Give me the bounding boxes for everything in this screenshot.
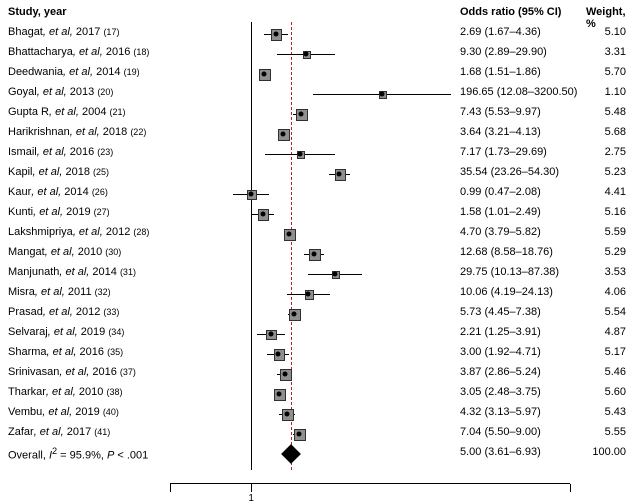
- weight-text: 5.17: [586, 346, 626, 358]
- study-row: Selvaraj, et al, 2019 (34) 2.21 (1.25–3.9…: [0, 324, 635, 344]
- odds-ratio-text: 2.21 (1.25–3.91): [460, 326, 541, 338]
- odds-ratio-text: 1.68 (1.51–1.86): [460, 66, 541, 78]
- odds-ratio-text: 9.30 (2.89–29.90): [460, 46, 547, 58]
- odds-ratio-text: 35.54 (23.26–54.30): [460, 166, 559, 178]
- study-label: Selvaraj, et al, 2019 (34): [8, 326, 124, 338]
- overall-or: 5.00 (3.61–6.93): [460, 446, 541, 458]
- forest-plot-page: Study, year Odds ratio (95% CI) Weight, …: [0, 0, 635, 504]
- odds-ratio-text: 0.99 (0.47–2.08): [460, 186, 541, 198]
- odds-ratio-text: 4.70 (3.79–5.82): [460, 226, 541, 238]
- col-or-header: Odds ratio (95% CI): [460, 6, 561, 18]
- study-label: Srinivasan, et al, 2016 (37): [8, 366, 136, 378]
- study-label: Deedwania, et al, 2014 (19): [8, 66, 140, 78]
- odds-ratio-text: 5.73 (4.45–7.38): [460, 306, 541, 318]
- odds-ratio-text: 12.68 (8.58–18.76): [460, 246, 553, 258]
- study-label: Harikrishnan, et al, 2018 (22): [8, 126, 146, 138]
- weight-text: 5.59: [586, 226, 626, 238]
- study-row: Prasad, et al, 2012 (33) 5.73 (4.45–7.38)…: [0, 304, 635, 324]
- study-row: Goyal, et al, 2013 (20) 196.65 (12.08–320…: [0, 84, 635, 104]
- weight-text: 3.53: [586, 266, 626, 278]
- odds-ratio-text: 4.32 (3.13–5.97): [460, 406, 541, 418]
- study-label: Mangat, et al, 2010 (30): [8, 246, 121, 258]
- weight-text: 5.29: [586, 246, 626, 258]
- weight-text: 4.41: [586, 186, 626, 198]
- weight-text: 1.10: [586, 86, 626, 98]
- weight-text: 5.23: [586, 166, 626, 178]
- weight-text: 5.70: [586, 66, 626, 78]
- odds-ratio-text: 3.87 (2.86–5.24): [460, 366, 541, 378]
- weight-text: 4.87: [586, 326, 626, 338]
- x-tick-end: [170, 484, 171, 492]
- x-tick: [251, 484, 252, 492]
- study-row: Mangat, et al, 2010 (30) 12.68 (8.58–18.7…: [0, 244, 635, 264]
- study-label: Goyal, et al, 2013 (20): [8, 86, 113, 98]
- study-label: Zafar, et al, 2017 (41): [8, 426, 110, 438]
- study-row: Tharkar, et al, 2010 (38) 3.05 (2.48–3.75…: [0, 384, 635, 404]
- study-label: Ismail, et al, 2016 (23): [8, 146, 113, 158]
- odds-ratio-text: 196.65 (12.08–3200.50): [460, 86, 577, 98]
- study-label: Gupta R, et al, 2004 (21): [8, 106, 126, 118]
- overall-weight: 100.00: [586, 446, 626, 458]
- study-label: Bhattacharya, et al, 2016 (18): [8, 46, 149, 58]
- study-row: Sharma, et al, 2016 (35) 3.00 (1.92–4.71)…: [0, 344, 635, 364]
- weight-text: 5.60: [586, 386, 626, 398]
- study-label: Tharkar, et al, 2010 (38): [8, 386, 122, 398]
- x-tick-end: [570, 484, 571, 492]
- study-row: Harikrishnan, et al, 2018 (22) 3.64 (3.21…: [0, 124, 635, 144]
- study-label: Vembu, et al, 2019 (40): [8, 406, 119, 418]
- col-study-header: Study, year: [8, 6, 67, 18]
- study-label: Lakshmipriya, et al, 2012 (28): [8, 226, 149, 238]
- weight-text: 5.54: [586, 306, 626, 318]
- study-row: Kapil, et al, 2018 (25) 35.54 (23.26–54.3…: [0, 164, 635, 184]
- weight-text: 5.48: [586, 106, 626, 118]
- study-row: Srinivasan, et al, 2016 (37) 3.87 (2.86–5…: [0, 364, 635, 384]
- odds-ratio-text: 7.43 (5.53–9.97): [460, 106, 541, 118]
- x-axis: [170, 483, 570, 484]
- study-row: Kunti, et al, 2019 (27) 1.58 (1.01–2.49) 5…: [0, 204, 635, 224]
- study-row: Lakshmipriya, et al, 2012 (28) 4.70 (3.79…: [0, 224, 635, 244]
- study-label: Kunti, et al, 2019 (27): [8, 206, 110, 218]
- overall-row: Overall, I2 = 95.9%, P < .001 5.00 (3.61–…: [0, 444, 635, 464]
- odds-ratio-text: 7.17 (1.73–29.69): [460, 146, 547, 158]
- odds-ratio-text: 29.75 (10.13–87.38): [460, 266, 559, 278]
- study-row: Ismail, et al, 2016 (23) 7.17 (1.73–29.69…: [0, 144, 635, 164]
- study-label: Prasad, et al, 2012 (33): [8, 306, 119, 318]
- odds-ratio-text: 1.58 (1.01–2.49): [460, 206, 541, 218]
- odds-ratio-text: 3.64 (3.21–4.13): [460, 126, 541, 138]
- weight-text: 2.75: [586, 146, 626, 158]
- weight-text: 5.43: [586, 406, 626, 418]
- study-label: Manjunath, et al, 2014 (31): [8, 266, 136, 278]
- study-row: Misra, et al, 2011 (32) 10.06 (4.19–24.13…: [0, 284, 635, 304]
- study-label: Kapil, et al, 2018 (25): [8, 166, 109, 178]
- study-label: Bhagat, et al, 2017 (17): [8, 26, 119, 38]
- odds-ratio-text: 10.06 (4.19–24.13): [460, 286, 553, 298]
- weight-text: 5.46: [586, 366, 626, 378]
- study-row: Bhagat, et al, 2017 (17) 2.69 (1.67–4.36)…: [0, 24, 635, 44]
- study-row: Kaur, et al, 2014 (26) 0.99 (0.47–2.08) 4.…: [0, 184, 635, 204]
- study-row: Zafar, et al, 2017 (41) 7.04 (5.50–9.00) 5…: [0, 424, 635, 444]
- study-row: Gupta R, et al, 2004 (21) 7.43 (5.53–9.97…: [0, 104, 635, 124]
- weight-text: 3.31: [586, 46, 626, 58]
- study-label: Sharma, et al, 2016 (35): [8, 346, 123, 358]
- odds-ratio-text: 7.04 (5.50–9.00): [460, 426, 541, 438]
- weight-text: 5.16: [586, 206, 626, 218]
- study-label: Kaur, et al, 2014 (26): [8, 186, 108, 198]
- study-row: Deedwania, et al, 2014 (19) 1.68 (1.51–1.…: [0, 64, 635, 84]
- overall-label: Overall, I2 = 95.9%, P < .001: [8, 446, 148, 462]
- odds-ratio-text: 2.69 (1.67–4.36): [460, 26, 541, 38]
- weight-text: 5.68: [586, 126, 626, 138]
- study-label: Misra, et al, 2011 (32): [8, 286, 111, 298]
- odds-ratio-text: 3.00 (1.92–4.71): [460, 346, 541, 358]
- odds-ratio-text: 3.05 (2.48–3.75): [460, 386, 541, 398]
- x-tick-label: 1: [248, 493, 254, 504]
- study-row: Manjunath, et al, 2014 (31) 29.75 (10.13–…: [0, 264, 635, 284]
- weight-text: 5.55: [586, 426, 626, 438]
- study-row: Bhattacharya, et al, 2016 (18) 9.30 (2.89…: [0, 44, 635, 64]
- weight-text: 4.06: [586, 286, 626, 298]
- study-row: Vembu, et al, 2019 (40) 4.32 (3.13–5.97) 5…: [0, 404, 635, 424]
- weight-text: 5.10: [586, 26, 626, 38]
